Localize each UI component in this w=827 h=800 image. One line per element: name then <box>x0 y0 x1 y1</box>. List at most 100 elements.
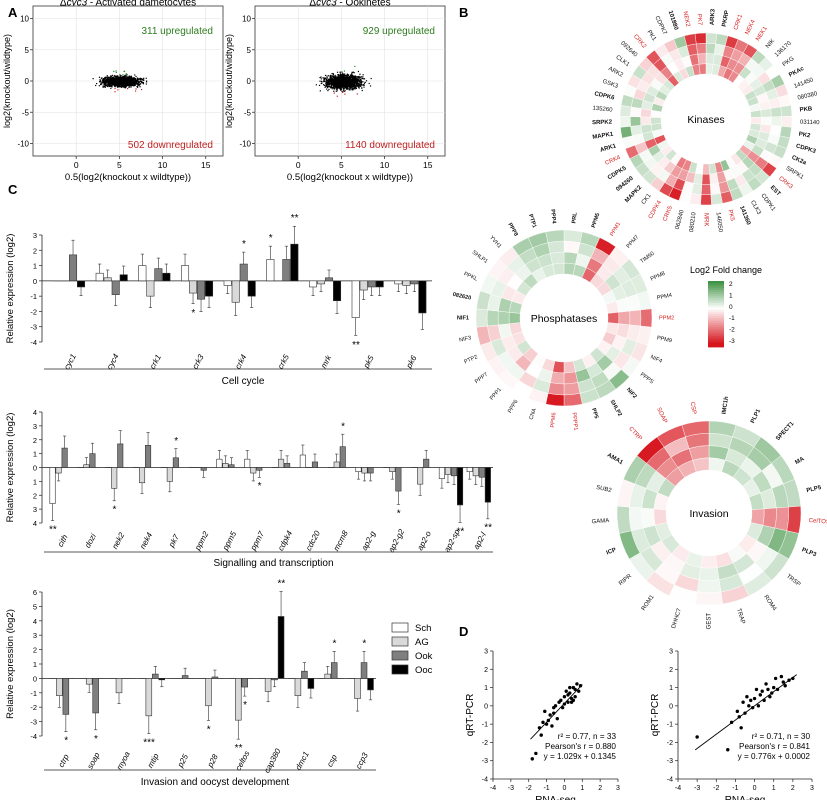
heatmap-cell <box>618 310 631 326</box>
data-point <box>319 76 321 79</box>
data-point <box>126 76 128 78</box>
significance-star: ** <box>291 213 299 224</box>
data-point <box>115 71 117 74</box>
data-point <box>351 83 353 85</box>
gene-label: PPPS <box>639 372 655 386</box>
y-axis-label: qRT-PCR <box>650 694 661 737</box>
data-point <box>338 77 340 80</box>
y-tick-label: 0 <box>25 77 30 86</box>
heatmap-cell <box>552 262 565 276</box>
data-point <box>133 77 135 79</box>
data-point <box>127 84 129 86</box>
data-point <box>356 83 358 85</box>
data-point <box>110 84 112 87</box>
data-point <box>347 88 349 90</box>
gene-label: EST <box>769 185 782 198</box>
data-point <box>354 85 357 88</box>
data-point <box>351 89 353 91</box>
bar <box>457 467 464 506</box>
data-point <box>325 86 327 88</box>
data-point <box>131 82 134 84</box>
gene-label: CK2a <box>791 155 808 167</box>
bar <box>111 467 118 489</box>
data-point <box>335 78 337 80</box>
data-point <box>363 78 366 80</box>
x-tick-label: 0 <box>753 785 757 792</box>
heatmap-cell <box>697 53 707 65</box>
data-point <box>344 85 347 87</box>
bar <box>119 274 128 282</box>
data-point <box>124 86 127 88</box>
data-point <box>121 77 123 80</box>
data-point <box>135 79 137 81</box>
data-point <box>340 88 342 90</box>
data-point <box>341 90 343 93</box>
bar <box>444 467 451 475</box>
bar <box>152 673 159 679</box>
data-point <box>125 83 127 85</box>
data-point <box>114 91 116 93</box>
data-point <box>340 81 342 83</box>
data-point <box>344 75 346 77</box>
heatmap-cell <box>486 309 499 327</box>
data-point <box>355 87 357 89</box>
data-point <box>128 75 130 77</box>
data-point <box>108 81 110 83</box>
data-point <box>339 82 341 84</box>
data-point <box>142 81 145 84</box>
gene-label: 136170 <box>774 40 793 58</box>
data-point <box>346 73 349 76</box>
data-point <box>105 80 107 82</box>
data-point <box>327 75 330 77</box>
data-point <box>336 86 338 88</box>
legend-swatch <box>391 636 409 647</box>
gene-name: pk6 <box>404 354 419 371</box>
gene-label: PPM9 <box>656 335 672 344</box>
data-point <box>104 76 106 79</box>
data-point <box>124 75 126 77</box>
data-point <box>343 84 345 86</box>
heatmap-cell <box>563 229 583 243</box>
data-point <box>331 78 333 80</box>
y-tick-label: 6 <box>33 588 37 597</box>
data-points <box>315 65 372 97</box>
data-point <box>550 724 554 728</box>
data-point <box>348 88 350 90</box>
legend-swatch <box>708 281 724 284</box>
data-point <box>100 81 102 83</box>
gene-name: p28 <box>205 752 220 769</box>
data-point <box>353 79 355 81</box>
data-point <box>779 674 784 679</box>
heatmap-cell <box>710 193 723 206</box>
bar <box>211 676 219 679</box>
legend-swatch <box>708 342 724 346</box>
data-point <box>340 87 342 89</box>
gene-label: CK1 <box>641 192 653 205</box>
bar <box>115 678 123 694</box>
data-point <box>359 83 361 85</box>
data-point <box>349 74 352 76</box>
gene-label: CLK3 <box>749 200 762 217</box>
data-point <box>343 87 345 89</box>
data-point <box>326 82 328 84</box>
wheel-title: Invasion <box>689 508 728 520</box>
data-point <box>131 77 133 79</box>
data-point <box>133 81 136 84</box>
data-point <box>109 80 111 82</box>
legend-swatch <box>708 316 724 319</box>
bar <box>197 280 206 300</box>
data-point <box>122 79 125 82</box>
data-point <box>331 81 333 83</box>
data-point <box>327 85 329 87</box>
data-point <box>354 86 356 88</box>
data-point <box>350 79 353 81</box>
data-point <box>121 77 123 79</box>
gene-label: ARK2 <box>607 66 624 79</box>
data-point <box>117 79 119 81</box>
data-point <box>346 76 349 78</box>
data-point <box>342 83 344 85</box>
significance-star: * <box>333 638 337 649</box>
data-point <box>135 80 137 82</box>
legend-swatch <box>391 622 409 633</box>
data-point <box>101 83 103 85</box>
